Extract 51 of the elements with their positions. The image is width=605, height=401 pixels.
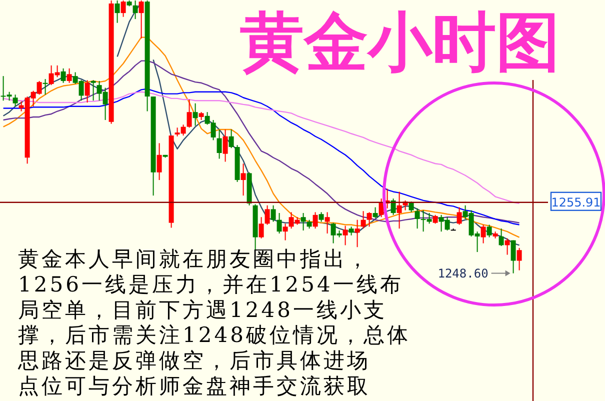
text: 思路还是反弹做空，后市具体进场 (17, 348, 370, 373)
annotation: 1248.60 (438, 266, 488, 280)
text: 撑，后市需关注1248破位情况，总体 (18, 323, 410, 348)
candlestick (120, 0, 126, 18)
text: 点位可与分析师金盘神手交流获取 (18, 374, 370, 398)
candlestick (390, 198, 396, 216)
candlestick (396, 191, 402, 230)
candlestick (312, 212, 318, 230)
candlestick (228, 129, 234, 149)
candlestick (270, 204, 276, 222)
candlestick (486, 224, 492, 238)
candlestick (84, 80, 90, 104)
candlestick (510, 240, 516, 274)
candlestick (372, 206, 378, 218)
candlestick (408, 201, 414, 213)
candlestick (138, 0, 144, 39)
candlestick (300, 212, 306, 231)
candlestick (282, 223, 288, 241)
candlestick (366, 212, 372, 228)
chart-title: 黄金小时图 (240, 6, 560, 80)
candlestick (186, 99, 192, 128)
candlestick (498, 228, 504, 247)
candlestick (354, 219, 360, 248)
candlestick (516, 247, 522, 271)
candlestick (360, 210, 366, 230)
candlestick (12, 94, 18, 107)
candlestick (114, 0, 120, 24)
text: 1255.91 (551, 195, 601, 210)
candlestick (456, 206, 462, 226)
candlestick (264, 204, 270, 226)
text: 局空单，目前下方遇1248一线小支 (18, 298, 387, 322)
candlestick (42, 78, 48, 96)
candlestick (156, 142, 162, 180)
candlestick (90, 80, 96, 102)
candlestick (504, 238, 510, 256)
candlestick (66, 68, 72, 84)
candlestick (318, 212, 324, 222)
candlestick (240, 163, 246, 196)
candlestick (222, 129, 228, 162)
candlestick (480, 224, 486, 244)
candlestick (192, 102, 198, 126)
candlestick (414, 208, 420, 230)
candlestick (132, 0, 138, 20)
candlestick (258, 216, 264, 239)
candlestick (342, 225, 348, 246)
annotation: 黄金本人早间就在朋友圈中指出， (18, 247, 370, 271)
candlestick (324, 212, 330, 234)
annotation: 1256一线是压力，并在1254一线布 (18, 272, 404, 296)
candlestick (276, 212, 282, 234)
candlestick (60, 68, 66, 84)
candlestick (216, 129, 222, 160)
